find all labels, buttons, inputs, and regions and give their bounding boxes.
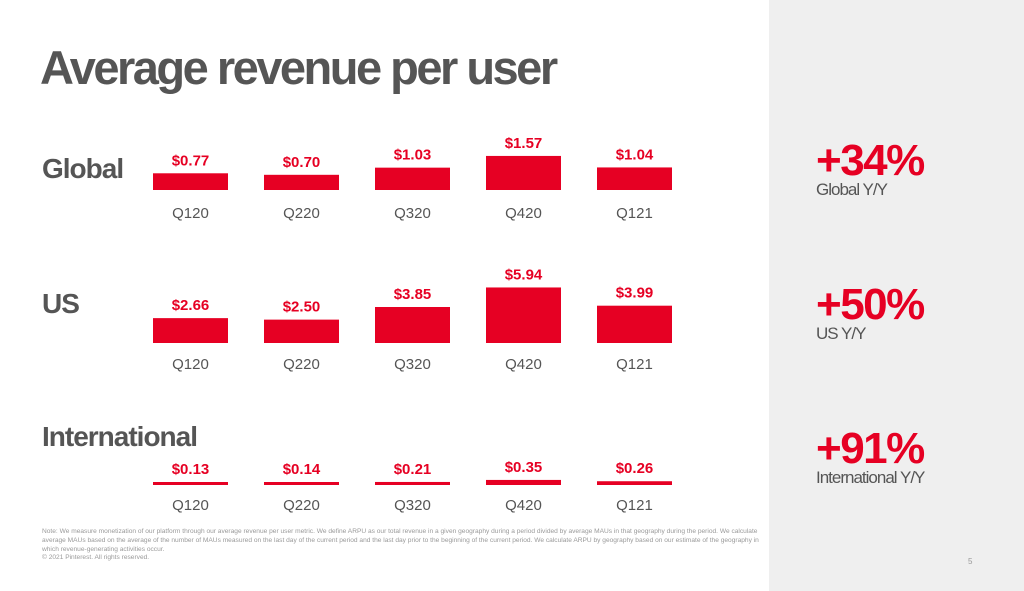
stat-international-value: +91% [816, 424, 925, 473]
bar-us-q420 [486, 287, 561, 343]
stat-global-label: Global Y/Y [816, 180, 888, 199]
value-label-international-q220: $0.14 [283, 461, 321, 478]
stat-global-value: +34% [816, 136, 925, 185]
tick-label-global-q220: Q220 [283, 205, 320, 222]
value-label-international-q420: $0.35 [505, 459, 543, 476]
value-label-international-q121: $0.26 [616, 460, 654, 477]
bar-international-q121 [597, 481, 672, 485]
value-label-international-q320: $0.21 [394, 461, 432, 478]
tick-label-global-q121: Q121 [616, 205, 653, 222]
value-label-us-q320: $3.85 [394, 286, 432, 303]
value-label-global-q420: $1.57 [505, 135, 543, 152]
value-label-global-q220: $0.70 [283, 154, 321, 171]
value-label-global-q121: $1.04 [616, 146, 654, 163]
stat-us-label: US Y/Y [816, 324, 866, 343]
bar-global-q220 [264, 174, 339, 190]
value-label-global-q320: $1.03 [394, 147, 432, 164]
tick-label-us-q121: Q121 [616, 356, 653, 373]
stat-us: +50% US Y/Y [816, 280, 925, 343]
section-label-global: Global [42, 153, 124, 184]
stats-panel [769, 0, 1024, 591]
stat-us-value: +50% [816, 280, 925, 329]
page-title: Average revenue per user [40, 41, 558, 94]
bar-us-q121 [597, 305, 672, 343]
bar-international-q420 [486, 479, 561, 485]
tick-label-international-q120: Q120 [172, 497, 209, 514]
footnote: Note: We measure monetization of our pla… [42, 528, 764, 563]
value-label-international-q120: $0.13 [172, 461, 210, 478]
tick-label-us-q220: Q220 [283, 356, 320, 373]
bar-us-q220 [264, 319, 339, 343]
tick-label-international-q320: Q320 [394, 497, 431, 514]
tick-label-us-q420: Q420 [505, 356, 542, 373]
footnote-text: Note: We measure monetization of our pla… [42, 528, 759, 553]
tick-label-international-q420: Q420 [505, 497, 542, 514]
value-label-global-q120: $0.77 [172, 152, 210, 169]
bar-global-q420 [486, 155, 561, 190]
section-label-international: International [42, 421, 198, 452]
bar-international-q120 [153, 482, 228, 485]
tick-label-international-q220: Q220 [283, 497, 320, 514]
bar-global-q120 [153, 173, 228, 190]
arpu-bar-charts: $0.77 Q120 $0.70 Q220 $1.03 Q320 $1.57 Q420 $1.0… [153, 135, 672, 514]
bar-international-q220 [264, 482, 339, 485]
tick-label-global-q420: Q420 [505, 205, 542, 222]
page-number: 5 [968, 557, 973, 566]
tick-label-global-q120: Q120 [172, 205, 209, 222]
bar-global-q320 [375, 167, 450, 190]
value-label-us-q121: $3.99 [616, 285, 654, 302]
bar-us-q120 [153, 318, 228, 343]
value-label-us-q120: $2.66 [172, 297, 210, 314]
tick-label-international-q121: Q121 [616, 497, 653, 514]
tick-label-us-q320: Q320 [394, 356, 431, 373]
copyright-text: © 2021 Pinterest. All rights reserved. [42, 554, 150, 562]
stat-international-label: International Y/Y [816, 468, 925, 487]
section-label-us: US [42, 288, 80, 319]
bar-us-q320 [375, 307, 450, 343]
bar-international-q320 [375, 481, 450, 485]
tick-label-us-q120: Q120 [172, 356, 209, 373]
value-label-us-q420: $5.94 [505, 266, 543, 283]
bar-global-q121 [597, 167, 672, 190]
stat-global: +34% Global Y/Y [816, 136, 925, 199]
tick-label-global-q320: Q320 [394, 205, 431, 222]
value-label-us-q220: $2.50 [283, 299, 321, 316]
stat-international: +91% International Y/Y [816, 424, 925, 487]
